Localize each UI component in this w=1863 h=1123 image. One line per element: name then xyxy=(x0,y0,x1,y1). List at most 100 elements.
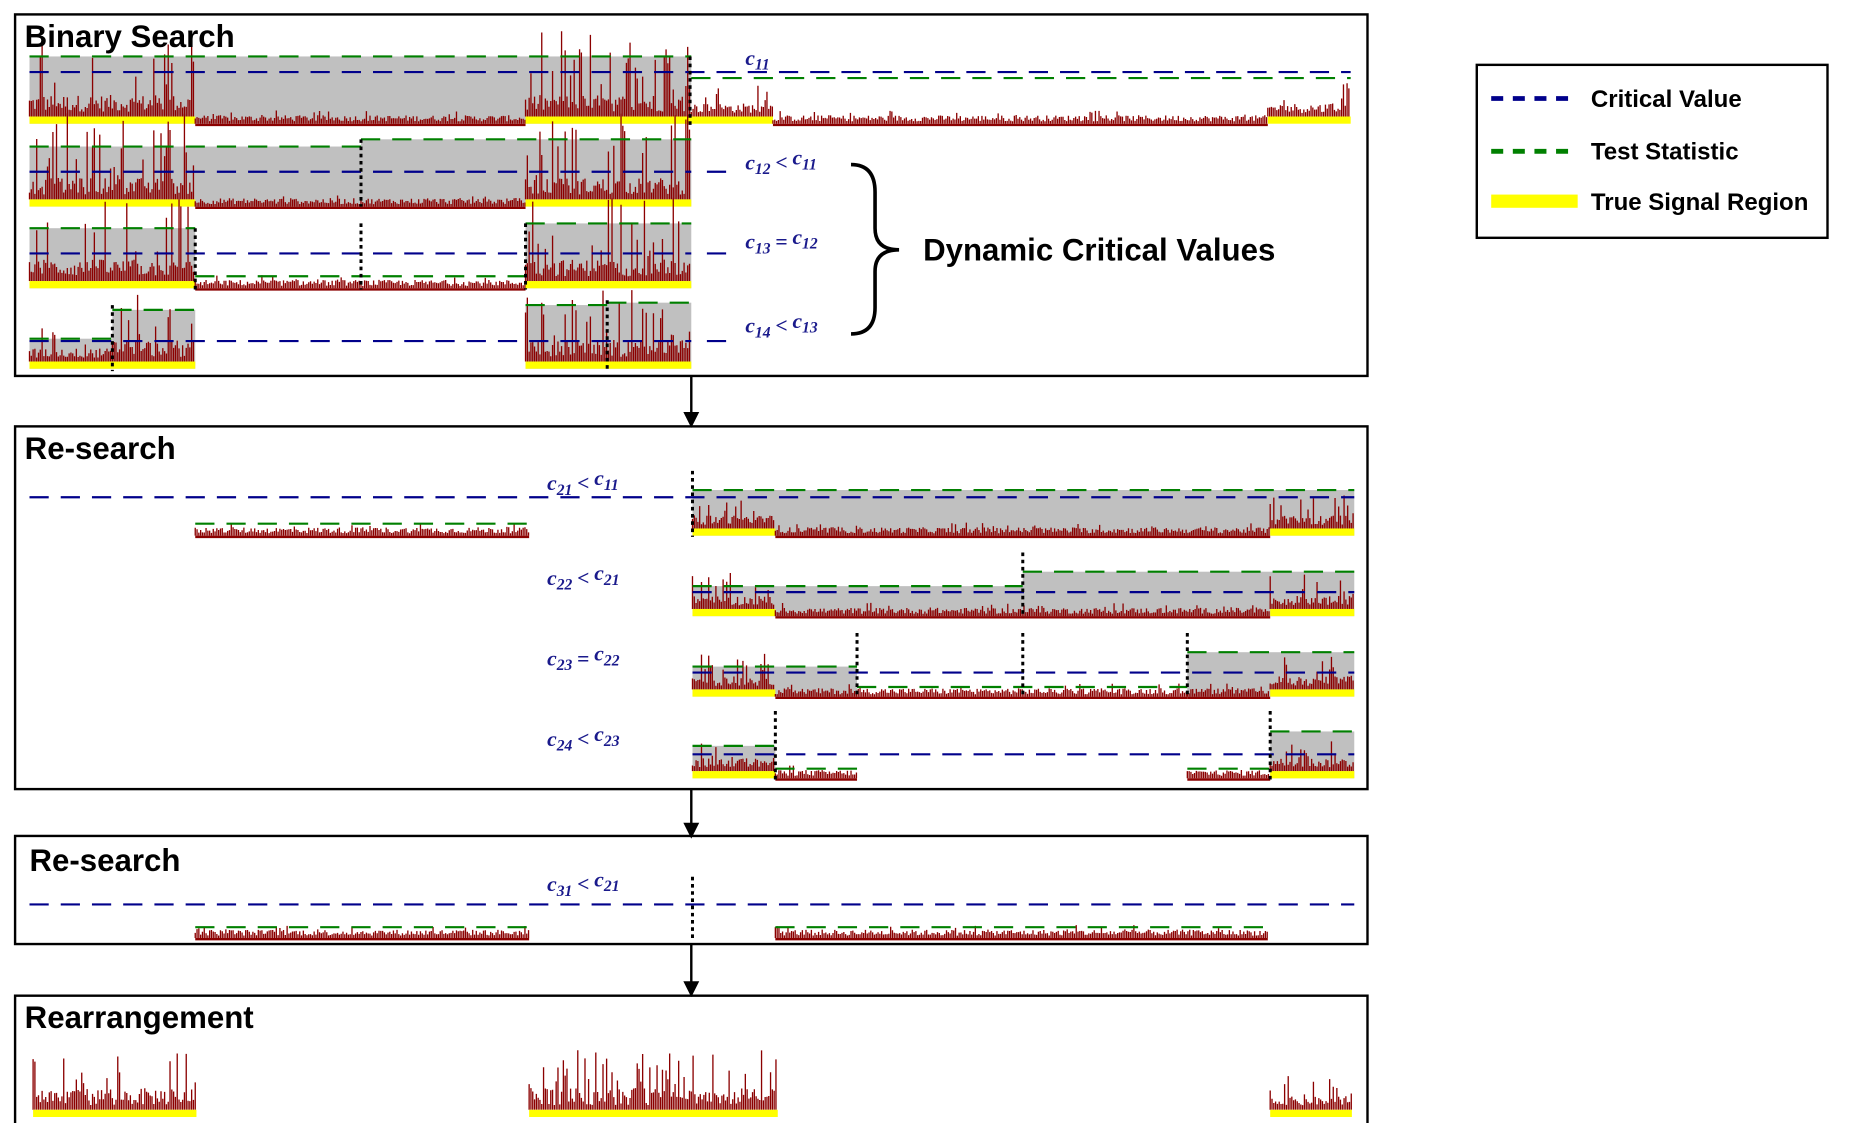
true-signal-region xyxy=(29,361,113,369)
noise-histogram xyxy=(1186,770,1270,779)
noise-histogram xyxy=(194,522,530,536)
legend-true-signal-swatch xyxy=(1491,194,1578,208)
signal-histogram xyxy=(1269,1076,1352,1110)
noise-histogram xyxy=(194,275,526,289)
label-part: < xyxy=(775,150,787,174)
label-part: 13 xyxy=(802,320,818,337)
label-part: c xyxy=(547,646,557,670)
signal-histogram xyxy=(28,199,195,282)
noise-histogram xyxy=(774,522,1270,536)
label-part: < xyxy=(577,872,589,896)
signal-histogram xyxy=(1269,656,1354,690)
label-part: c xyxy=(594,642,604,666)
noise-histogram xyxy=(194,925,530,939)
panel-title: Rearrangement xyxy=(25,1000,255,1035)
signal-histogram xyxy=(524,197,691,282)
signal-histogram xyxy=(32,1053,196,1110)
signal-histogram xyxy=(690,85,774,117)
label-part: c xyxy=(594,867,604,891)
true-signal-region xyxy=(33,1109,197,1117)
label-part: c xyxy=(792,146,802,170)
signal-histogram xyxy=(28,328,112,362)
label-part: c xyxy=(745,46,755,70)
critical-value-label-c11: c11 xyxy=(745,46,769,74)
label-part: c xyxy=(594,561,604,585)
arrow-head xyxy=(683,411,700,428)
noise-histogram xyxy=(194,195,526,207)
arrow-head xyxy=(683,981,700,998)
label-part: 14 xyxy=(755,325,771,342)
legend: Critical Value Test Statistic True Signa… xyxy=(1475,63,1829,240)
signal-histogram xyxy=(28,43,195,117)
label-part: 13 xyxy=(755,240,771,257)
label-part: c xyxy=(594,466,604,490)
signal-histogram xyxy=(1269,495,1354,529)
signal-histogram xyxy=(524,31,691,117)
label-part: c xyxy=(547,872,557,896)
arrow-head xyxy=(683,822,700,839)
true-signal-region xyxy=(29,116,196,124)
true-signal-region xyxy=(112,361,196,369)
label-part: 22 xyxy=(556,577,573,594)
signal-histogram xyxy=(28,113,195,200)
signal-histogram xyxy=(1269,741,1354,772)
true-signal-region xyxy=(1270,608,1355,617)
label-part: 21 xyxy=(603,878,620,895)
label-part: = xyxy=(775,230,787,254)
label-part: < xyxy=(577,566,589,590)
true-signal-region xyxy=(529,1109,778,1117)
noise-histogram xyxy=(774,765,858,779)
label-part: c xyxy=(745,150,755,174)
label-part: = xyxy=(577,646,589,670)
critical-value-label-c21: c21 < c11 xyxy=(547,466,618,499)
label-part: c xyxy=(547,727,557,751)
true-signal-region xyxy=(692,771,776,779)
true-signal-region xyxy=(525,281,692,289)
label-part: 24 xyxy=(556,738,573,755)
brace xyxy=(850,162,900,336)
label-part: 31 xyxy=(556,883,573,900)
true-signal-region xyxy=(1270,1109,1352,1117)
noise-histogram xyxy=(194,110,526,124)
label-part: < xyxy=(775,314,787,338)
critical-value-label-c24: c24 < c23 xyxy=(547,722,620,755)
label-part: c xyxy=(594,722,604,746)
critical-value-label-c31: c31 < c21 xyxy=(547,867,619,900)
true-signal-region xyxy=(1267,116,1351,124)
true-signal-region xyxy=(29,199,196,207)
signal-histogram xyxy=(691,743,775,772)
true-signal-region xyxy=(1270,771,1355,779)
dynamic-critical-values-annotation: Dynamic Critical Values xyxy=(923,233,1275,268)
label-part: 12 xyxy=(802,236,818,253)
critical-value-label-c12: c12 < c11 xyxy=(745,146,816,179)
flow-arrows xyxy=(683,375,700,998)
critical-value-label-c14: c14 < c13 xyxy=(745,309,818,342)
legend-critical-value-label: Critical Value xyxy=(1591,86,1742,113)
critical-value-label-c22: c22 < c21 xyxy=(547,561,619,594)
legend-test-statistic-label: Test Statistic xyxy=(1591,139,1739,166)
label-part: 21 xyxy=(603,572,620,589)
true-signal-region xyxy=(525,116,692,124)
true-signal-region xyxy=(691,116,773,124)
signal-histogram xyxy=(524,290,691,362)
panel-title: Re-search xyxy=(29,843,180,878)
label-part: c xyxy=(547,566,557,590)
noise-histogram xyxy=(772,110,1268,124)
label-part: < xyxy=(577,727,589,751)
panel-title: Re-search xyxy=(25,431,176,466)
label-part: 11 xyxy=(755,57,770,74)
true-signal-region xyxy=(29,281,196,289)
rejection-region-shade xyxy=(29,146,361,207)
signal-histogram xyxy=(528,1050,777,1110)
signal-histogram xyxy=(1267,83,1350,117)
label-part: 21 xyxy=(556,482,573,499)
legend-true-signal-label: True Signal Region xyxy=(1591,189,1809,216)
label-part: 23 xyxy=(556,657,573,674)
true-signal-region xyxy=(1270,528,1355,536)
label-part: < xyxy=(577,471,589,495)
label-part: c xyxy=(745,230,755,254)
true-signal-region xyxy=(1270,689,1355,697)
label-part: 12 xyxy=(755,161,771,178)
critical-value-label-c23: c23 = c22 xyxy=(547,642,620,675)
